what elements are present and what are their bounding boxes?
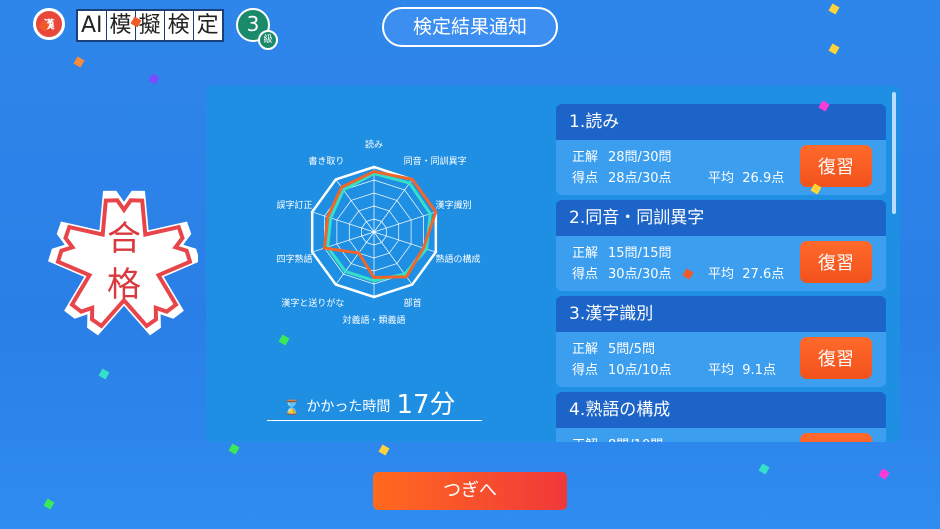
radar-axis-label: 部首 xyxy=(404,297,422,309)
radar-axis-label: 対義語・類義語 xyxy=(342,314,405,326)
confetti-piece xyxy=(148,73,160,85)
section-title: 3.漢字識別 xyxy=(556,296,886,332)
pass-char-1: 合 xyxy=(107,219,141,259)
confetti-piece xyxy=(43,498,55,510)
section-results-list[interactable]: 1.読み 正解 28問/30問 得点 28点/30点 平均 26.9点 復習 2.同音… xyxy=(556,104,886,442)
confetti-piece xyxy=(98,368,110,380)
sakura-border xyxy=(55,198,193,329)
correct-label: 正解 xyxy=(572,150,599,165)
confetti-piece xyxy=(828,43,840,55)
confetti-piece xyxy=(758,463,770,475)
average-label: 平均 xyxy=(708,363,735,378)
radar-axis-label: 四字熟語 xyxy=(277,253,313,265)
section-title: 4.熟語の構成 xyxy=(556,392,886,428)
radar-spoke xyxy=(335,231,375,285)
confetti-piece xyxy=(828,3,840,15)
radar-spoke xyxy=(312,211,375,233)
scrollbar[interactable] xyxy=(892,92,896,214)
confetti-piece xyxy=(878,468,890,480)
radar-spoke xyxy=(373,179,413,233)
review-button[interactable]: 復習 xyxy=(800,241,872,283)
correct-label: 正解 xyxy=(572,342,599,357)
radar-series xyxy=(326,171,432,283)
pass-char-2: 格 xyxy=(107,265,141,305)
score-label: 得点 xyxy=(572,267,599,282)
section-card: 3.漢字識別 正解 5問/5問 得点 10点/10点 平均 9.1点 復習 xyxy=(556,296,886,387)
radar-axis-label: 漢字識別 xyxy=(435,199,471,211)
hourglass-icon: ⌛ xyxy=(283,400,301,416)
radar-axis-label: 読み xyxy=(365,138,383,150)
radar-axis-label: 誤字訂正 xyxy=(277,199,313,211)
radar-spoke xyxy=(312,231,375,253)
radar-series xyxy=(322,169,438,280)
radar-spoke xyxy=(373,211,436,233)
page-title: 検定結果通知 xyxy=(382,7,558,47)
review-button[interactable]: 復習 xyxy=(800,145,872,187)
average-value: 9.1点 xyxy=(742,363,776,378)
pass-stamp: 合 格 xyxy=(48,190,198,336)
correct-value: 8問/10問 xyxy=(608,434,663,442)
correct-label: 正解 xyxy=(572,246,599,261)
title-char: 検 xyxy=(165,11,194,40)
correct-label: 正解 xyxy=(572,434,598,442)
radar-axis-label: 熟語の構成 xyxy=(435,253,480,265)
title-char: 模 xyxy=(107,11,136,40)
time-value: 17分 xyxy=(396,390,456,420)
score-value: 30点/30点 xyxy=(608,267,672,282)
confetti-piece xyxy=(378,444,390,456)
confetti-piece xyxy=(228,443,240,455)
section-card: 2.同音・同訓異字 正解 15問/15問 得点 30点/30点 平均 27.6点 復… xyxy=(556,200,886,291)
title-char: 定 xyxy=(196,13,219,38)
grade-suffix: 級 xyxy=(258,30,278,50)
title-char: 擬 xyxy=(136,11,165,40)
score-value: 28点/30点 xyxy=(608,171,672,186)
correct-value: 5問/5問 xyxy=(608,342,655,357)
next-button[interactable]: つぎへ xyxy=(373,472,567,510)
average-value: 26.9点 xyxy=(742,171,785,186)
confetti-piece xyxy=(73,56,85,68)
score-value: 10点/10点 xyxy=(608,363,672,378)
app-title: AI 模 擬 検 定 xyxy=(76,9,224,42)
title-char: AI xyxy=(78,11,107,40)
review-button[interactable]: 復習 xyxy=(800,337,872,379)
section-title: 2.同音・同訓異字 xyxy=(556,200,886,236)
elapsed-time: ⌛ かかった時間 17分 xyxy=(267,390,482,421)
time-label: かかった時間 xyxy=(306,399,391,415)
average-label: 平均 xyxy=(708,267,735,282)
review-button[interactable]: 復習 xyxy=(800,433,872,442)
correct-value: 28問/30問 xyxy=(608,150,672,165)
grade-number: 3 xyxy=(246,12,260,36)
score-label: 得点 xyxy=(572,171,599,186)
section-title: 1.読み xyxy=(556,104,886,140)
radar-axis-label: 同音・同訓異字 xyxy=(404,155,467,167)
radar-axis-label: 漢字と送りがな xyxy=(281,297,344,309)
average-value: 27.6点 xyxy=(742,267,785,282)
section-card: 1.読み 正解 28問/30問 得点 28点/30点 平均 26.9点 復習 xyxy=(556,104,886,195)
section-card: 4.熟語の構成 正解 8問/10問 復習 xyxy=(556,392,886,442)
radar-axis-label: 書き取り xyxy=(308,155,344,167)
correct-value: 15問/15問 xyxy=(608,246,672,261)
score-label: 得点 xyxy=(572,363,599,378)
average-label: 平均 xyxy=(708,171,735,186)
